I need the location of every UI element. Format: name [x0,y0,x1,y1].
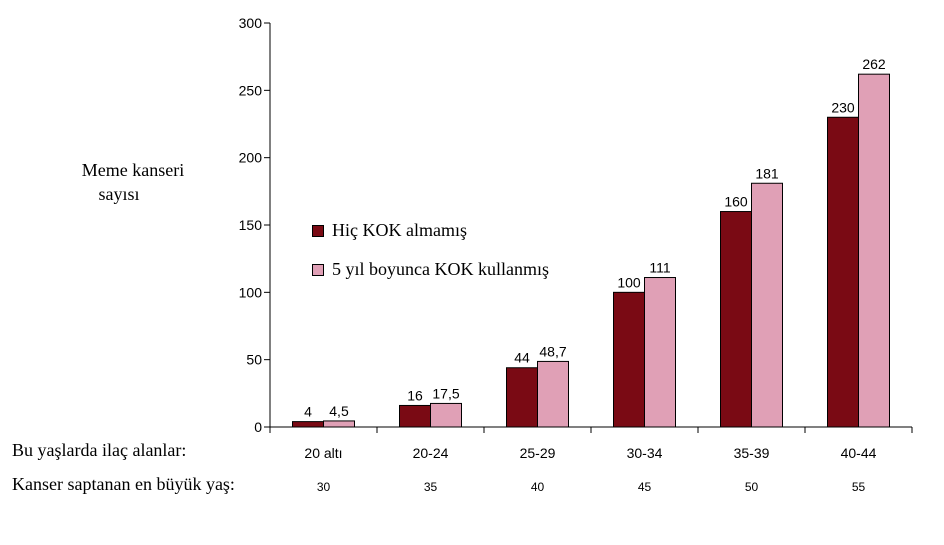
data-label-series-1: 4 [304,404,312,420]
y-axis-label-line2: sayısı [98,184,140,204]
y-tick-label: 250 [239,82,263,98]
data-label-series-1: 16 [407,387,423,403]
data-label-series-2: 111 [649,260,670,276]
data-label-series-2: 181 [755,165,779,181]
y-tick-label: 150 [239,217,263,233]
x-tick-label: 20 altı [304,445,342,461]
legend-swatch-series-1 [312,224,324,237]
y-tick-label: 0 [254,419,262,435]
bar-series-2 [644,277,676,428]
data-label-series-2: 4,5 [329,403,349,419]
bar-series-1 [720,211,752,428]
data-label-series-2: 262 [862,56,886,72]
legend-item-series-1: Hiç KOK almamış [312,220,467,241]
x-tick-label: 25-29 [520,445,556,461]
max-age-value: 45 [638,480,652,494]
y-tick-label: 100 [239,284,263,300]
data-label-series-1: 230 [831,99,855,115]
y-tick-label: 200 [239,150,263,166]
row-label-max-age: Kanser saptanan en büyük yaş: [12,474,235,494]
bar-series-2 [323,420,355,428]
bar-series-1 [399,404,431,428]
legend-swatch-series-2 [312,263,324,276]
legend-label-series-1: Hiç KOK almamış [332,220,467,240]
bar-series-2 [858,73,890,428]
bar-series-1 [292,421,324,428]
max-age-value: 50 [745,480,759,494]
bar-series-1 [827,116,859,428]
bar-series-1 [613,291,645,428]
y-tick-label: 50 [246,352,262,368]
x-tick-label: 35-39 [734,445,770,461]
max-age-value: 40 [531,480,545,494]
x-tick-label: 30-34 [627,445,663,461]
data-label-series-1: 100 [617,274,641,290]
legend-label-series-2: 5 yıl boyunca KOK kullanmış [332,259,549,279]
data-label-series-1: 160 [724,194,748,210]
data-label-series-1: 44 [514,350,530,366]
bar-series-2 [537,360,569,428]
row-label-age-group: Bu yaşlarda ilaç alanlar: [12,440,187,460]
max-age-value: 30 [317,480,331,494]
bar-series-2 [751,182,783,428]
data-label-series-2: 48,7 [539,343,566,359]
y-tick-label: 300 [239,15,263,31]
bar-series-1 [506,367,538,428]
data-label-series-2: 17,5 [432,385,459,401]
legend-item-series-2: 5 yıl boyunca KOK kullanmış [312,259,549,280]
y-axis-label-line1: Meme kanseri [81,160,185,180]
max-age-value: 55 [852,480,866,494]
x-tick-label: 40-44 [841,445,877,461]
y-axis-label: Meme kanseri sayısı [58,158,208,206]
bar-series-2 [430,402,462,428]
max-age-value: 35 [424,480,438,494]
x-tick-label: 20-24 [413,445,449,461]
